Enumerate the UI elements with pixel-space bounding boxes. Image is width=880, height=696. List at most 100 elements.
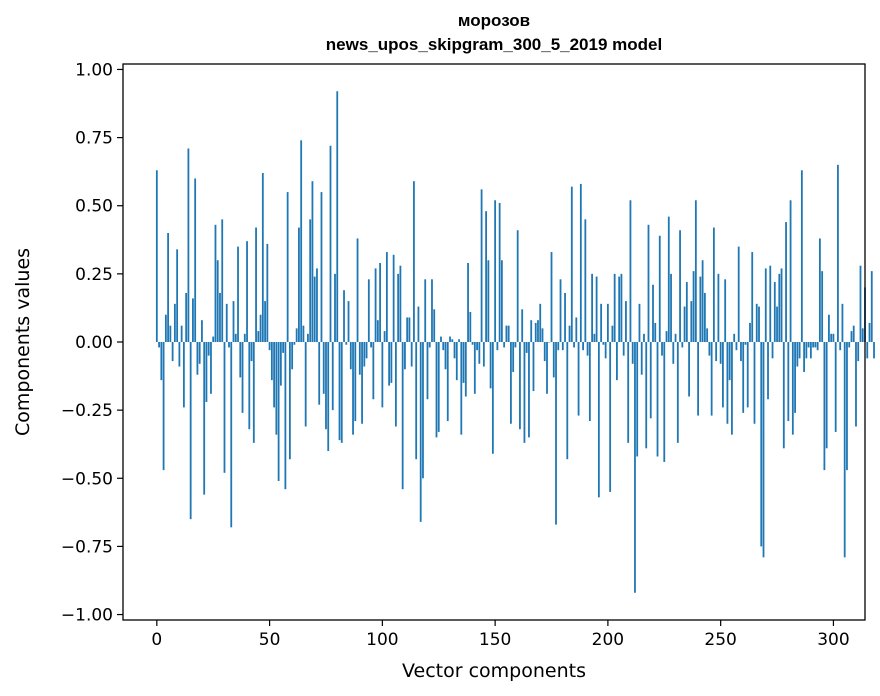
bar [625, 301, 627, 342]
bar [841, 303, 844, 342]
x-tick-label: 300 [817, 630, 849, 650]
bar [510, 342, 512, 424]
bar [631, 342, 634, 364]
bar [347, 301, 350, 342]
bar [503, 342, 506, 348]
bar [611, 325, 614, 342]
bar [435, 342, 438, 438]
bar [404, 342, 406, 370]
bar [593, 333, 596, 342]
bar [575, 317, 578, 342]
bar [343, 290, 345, 342]
bar [670, 273, 672, 342]
bar [746, 342, 749, 408]
y-axis: −1.00 −0.75 −0.50 −0.25 0.00 0.25 0.50 0.75 1.00 [61, 60, 123, 626]
bar [771, 342, 774, 359]
bar [444, 342, 447, 370]
bar [758, 306, 760, 342]
bar [381, 342, 384, 408]
bar [498, 203, 501, 342]
bar [703, 292, 706, 342]
bar [622, 342, 625, 356]
bar [476, 342, 478, 351]
bar [203, 342, 206, 495]
bar [216, 260, 219, 342]
bar [196, 342, 199, 375]
bar [320, 192, 323, 342]
bar [282, 342, 285, 353]
x-axis: 0 50 100 150 200 250 300 [151, 620, 850, 650]
bar [674, 333, 677, 342]
bar [778, 273, 781, 342]
bar [300, 140, 303, 342]
bar [176, 249, 179, 342]
bar [519, 342, 521, 430]
bar [370, 342, 372, 348]
bar [753, 342, 756, 424]
bar [514, 342, 517, 348]
bar [485, 211, 487, 342]
bar [722, 342, 724, 408]
bar [780, 268, 783, 342]
bar [345, 342, 348, 345]
y-tick-label: −1.00 [61, 606, 113, 626]
bar [219, 292, 221, 342]
bar [255, 227, 257, 342]
bar [620, 273, 623, 342]
bar [302, 325, 305, 342]
bar [652, 284, 654, 342]
bar [401, 342, 404, 490]
bar [525, 342, 528, 353]
bar [539, 303, 542, 342]
bar [843, 342, 846, 558]
bar [325, 342, 327, 430]
bar [557, 342, 560, 351]
bar [241, 342, 244, 413]
bar [613, 273, 616, 342]
bar [336, 91, 339, 342]
bar [818, 238, 821, 342]
bar [708, 342, 711, 356]
bar [207, 342, 210, 356]
bar [559, 279, 562, 342]
bar [155, 170, 158, 342]
bar [257, 331, 260, 342]
bar [516, 230, 519, 342]
bar [198, 342, 201, 364]
bar [239, 342, 242, 378]
bar [573, 342, 575, 348]
bar [588, 342, 591, 422]
bar [194, 178, 197, 342]
bar [304, 342, 307, 427]
bar [866, 342, 869, 359]
bar [606, 303, 609, 342]
bar [570, 186, 573, 342]
bar [543, 342, 546, 362]
bar [354, 342, 357, 422]
bar [665, 331, 668, 342]
bar [228, 342, 230, 348]
bar [471, 342, 474, 345]
bar [688, 342, 690, 397]
bar [672, 342, 675, 364]
bar [363, 342, 366, 367]
bar [361, 342, 363, 424]
x-tick-label: 150 [479, 630, 511, 650]
bar [232, 301, 235, 342]
y-tick-label: 0.00 [75, 333, 113, 353]
bar [846, 342, 848, 471]
bar [221, 219, 224, 342]
bar [431, 279, 433, 342]
bar [392, 254, 395, 342]
bar [408, 317, 411, 342]
bar [555, 342, 557, 525]
bar [365, 342, 368, 359]
bar [462, 342, 465, 383]
x-tick-label: 0 [151, 630, 162, 650]
bar [223, 342, 226, 473]
bar [647, 224, 650, 342]
bar [636, 342, 639, 457]
bar [201, 320, 203, 342]
bar [645, 342, 648, 449]
bar [857, 342, 860, 362]
